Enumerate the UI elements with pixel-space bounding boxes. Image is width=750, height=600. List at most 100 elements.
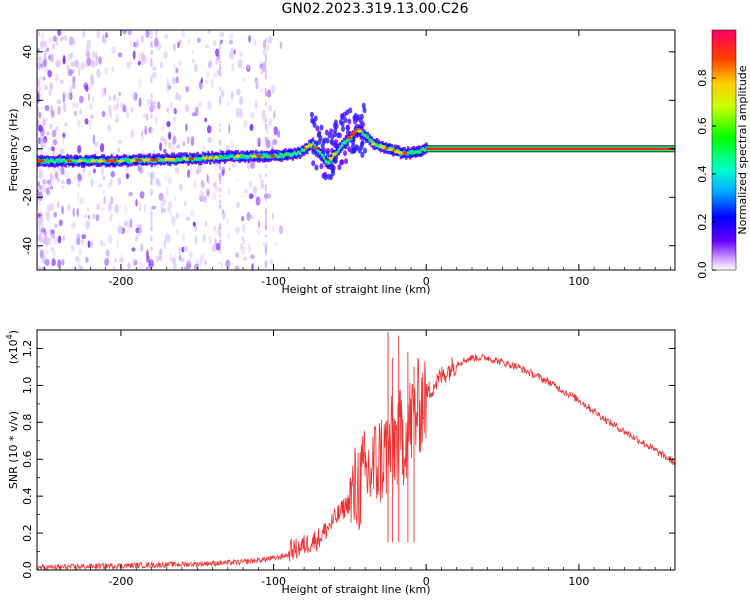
- noise-blob: [205, 188, 211, 196]
- ridge-hotspot: [270, 154, 275, 158]
- ridge-segment: [124, 158, 128, 166]
- noise-blob: [248, 35, 251, 43]
- noise-blob: [137, 165, 141, 172]
- noise-blob: [242, 223, 245, 234]
- noise-blob: [205, 43, 210, 49]
- noise-stripe: [150, 64, 153, 67]
- ridge-segment: [304, 148, 307, 150]
- noise-stripe: [264, 234, 267, 237]
- snr-y-tick-label: 0.2: [21, 524, 34, 542]
- ridge-hotspot: [381, 145, 386, 149]
- noise-blob: [229, 32, 234, 41]
- noise-blob: [252, 186, 258, 195]
- noise-blob: [125, 173, 130, 180]
- ridge-segment: [115, 160, 119, 162]
- noise-blob: [243, 76, 246, 83]
- ridge-segment: [366, 137, 370, 140]
- ridge-segment: [244, 155, 247, 160]
- noise-blob: [96, 30, 101, 39]
- noise-blob: [104, 66, 109, 75]
- noise-blob: [187, 38, 191, 45]
- noise-stripe: [219, 46, 222, 50]
- noise-blob: [138, 228, 141, 237]
- noise-blob: [57, 178, 61, 183]
- ridge-hotspot: [394, 149, 400, 154]
- noise-blob: [268, 104, 273, 112]
- noise-blob: [66, 204, 71, 211]
- noise-blob: [117, 177, 121, 186]
- noise-blob: [90, 178, 94, 187]
- noise-blob: [43, 64, 47, 75]
- spike-blob: [331, 170, 335, 177]
- snr-scale-label: (x104): [5, 330, 20, 364]
- noise-blob: [246, 64, 250, 71]
- ridge-segment: [141, 157, 144, 160]
- noise-blob: [214, 237, 217, 248]
- spectrogram-x-tick-label: -100: [261, 275, 286, 288]
- spike-blob: [311, 160, 316, 167]
- noise-blob: [54, 73, 59, 83]
- noise-stripe: [264, 184, 267, 189]
- noise-blob: [38, 184, 43, 191]
- noise-blob: [249, 123, 254, 132]
- noise-blob: [230, 47, 234, 55]
- noise-blob: [273, 110, 276, 119]
- spectrogram-y-tick-label: -40: [21, 237, 34, 255]
- spike-blob: [319, 163, 324, 170]
- noise-stripe: [264, 261, 267, 264]
- noise-blob: [74, 110, 77, 117]
- snr-y-tick-label: 1.0: [21, 377, 34, 395]
- noise-blob: [176, 144, 181, 149]
- noise-blob: [62, 132, 66, 139]
- noise-blob: [71, 82, 76, 90]
- noise-blob: [192, 179, 197, 189]
- ridge-hotspot: [351, 131, 357, 135]
- colorbar-tick-label: 0.8: [696, 69, 709, 87]
- ridge-segment: [363, 133, 366, 136]
- ridge-segment: [322, 154, 326, 159]
- noise-blob: [254, 80, 259, 86]
- ridge-segment: [245, 151, 249, 159]
- noise-blob: [221, 89, 224, 97]
- ridge-segment: [187, 156, 190, 161]
- ridge-hotspot: [346, 136, 352, 140]
- noise-blob: [90, 240, 94, 249]
- noise-blob: [59, 148, 65, 154]
- noise-blob: [79, 174, 83, 181]
- noise-blob: [259, 172, 262, 180]
- noise-blob: [72, 266, 77, 270]
- noise-blob: [240, 242, 243, 250]
- noise-blob: [37, 94, 40, 104]
- noise-blob: [147, 171, 150, 177]
- ridge-segment: [262, 156, 265, 159]
- ridge-hotspot: [142, 158, 148, 162]
- noise-blob: [96, 68, 101, 78]
- noise-blob: [43, 136, 48, 144]
- noise-stripe: [264, 54, 267, 60]
- ridge-segment: [289, 154, 293, 157]
- noise-blob: [57, 235, 62, 244]
- noise-blob: [205, 79, 209, 84]
- noise-blob: [117, 147, 121, 153]
- noise-stripe: [264, 69, 267, 75]
- snr-y-tick-label: 0.0: [21, 561, 34, 579]
- noise-blob: [149, 188, 154, 194]
- noise-blob: [51, 42, 56, 50]
- ridge-segment: [205, 155, 208, 158]
- noise-blob: [221, 169, 225, 177]
- noise-blob: [81, 237, 84, 246]
- noise-blob: [128, 192, 134, 197]
- noise-blob: [48, 146, 52, 151]
- noise-blob: [118, 91, 121, 97]
- ridge-hotspot: [312, 146, 318, 150]
- ridge-segment: [157, 159, 161, 162]
- spike-blob: [317, 130, 322, 137]
- noise-blob: [169, 102, 173, 109]
- noise-stripe: [150, 30, 153, 35]
- ridge-segment: [300, 149, 304, 152]
- noise-blob: [123, 220, 129, 227]
- spike-blob: [345, 124, 350, 131]
- noise-blob: [50, 175, 54, 181]
- ridge-segment: [222, 156, 225, 159]
- ridge-segment: [86, 160, 89, 163]
